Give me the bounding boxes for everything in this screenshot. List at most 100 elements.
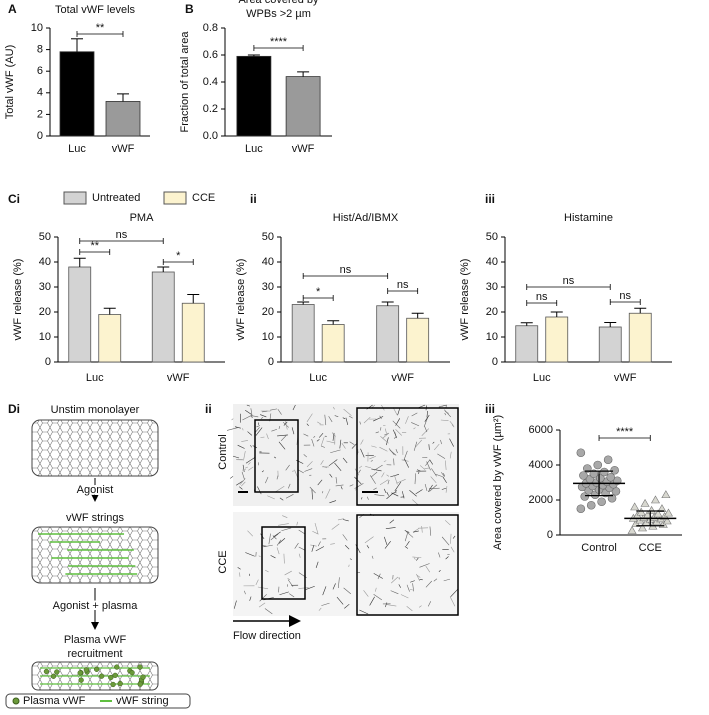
- error-bar: [157, 267, 169, 272]
- plasma-vwf: [78, 670, 83, 675]
- bar: [99, 315, 121, 363]
- fiber: [230, 476, 233, 478]
- point: [628, 527, 636, 534]
- error-bar: [117, 94, 129, 102]
- bar: [106, 101, 140, 136]
- y-axis-label: vWF release (%): [235, 259, 247, 341]
- y-tick-label: 40: [262, 256, 274, 268]
- plasma-vwf: [99, 674, 104, 679]
- y-tick-label: 20: [39, 306, 51, 318]
- point: [648, 507, 656, 514]
- plasma-vwf: [111, 682, 116, 687]
- y-tick-label: 0: [45, 356, 51, 368]
- error-bar: [297, 72, 309, 77]
- point: [631, 503, 639, 510]
- point: [607, 473, 615, 481]
- bar: [599, 327, 621, 362]
- sig-label: ****: [270, 36, 288, 48]
- bar: [629, 313, 651, 362]
- bar: [322, 325, 344, 363]
- sig-label: ns: [397, 279, 409, 291]
- bar: [60, 52, 94, 136]
- y-tick-label: 10: [262, 331, 274, 343]
- y-tick-label: 2: [37, 108, 43, 120]
- point: [662, 491, 670, 498]
- point: [651, 496, 659, 503]
- x-tick-label: Luc: [86, 372, 104, 384]
- y-tick-label: 50: [262, 231, 274, 243]
- y-tick-label: 2000: [529, 494, 553, 506]
- chart-title: WPBs >2 µm: [246, 8, 311, 20]
- y-tick-label: 40: [39, 256, 51, 268]
- error-bar: [382, 302, 394, 306]
- point: [577, 449, 585, 457]
- panel-label: Ci: [8, 192, 20, 206]
- y-tick-label: 30: [39, 281, 51, 293]
- plasma-vwf: [138, 665, 143, 670]
- y-tick-label: 10: [486, 331, 498, 343]
- x-tick-label: Luc: [309, 372, 327, 384]
- bar: [182, 303, 204, 362]
- error-bar: [74, 258, 86, 267]
- y-tick-label: 10: [31, 22, 43, 34]
- plasma-vwf: [141, 675, 146, 680]
- plasma-vwf: [113, 673, 118, 678]
- y-tick-label: 0.2: [203, 103, 218, 115]
- sig-label: ns: [116, 229, 128, 241]
- y-tick-label: 50: [39, 231, 51, 243]
- chart-title: Histamine: [564, 212, 613, 224]
- error-bar: [187, 295, 199, 304]
- y-axis-label: vWF release (%): [459, 259, 471, 341]
- arrow-label: Agonist + plasma: [53, 600, 139, 612]
- panel-label: iii: [485, 192, 495, 206]
- legend-label: Plasma vWF: [23, 695, 86, 707]
- point: [604, 456, 612, 464]
- chart-title: PMA: [130, 212, 155, 224]
- y-tick-label: 0: [547, 529, 553, 541]
- bar: [516, 326, 538, 362]
- sig-label: ns: [536, 291, 548, 303]
- y-tick-label: 0.4: [203, 76, 218, 88]
- x-tick-label: vWF: [292, 143, 315, 155]
- plasma-vwf: [94, 667, 99, 672]
- bar: [292, 305, 314, 363]
- error-bar: [551, 312, 563, 317]
- legend-dot: [13, 698, 19, 704]
- monolayer: [32, 420, 158, 476]
- chart-title: Area covered by: [238, 0, 319, 6]
- legend-label: vWF string: [116, 695, 169, 707]
- panel-label: A: [8, 2, 17, 16]
- plasma-vwf: [84, 667, 89, 672]
- panel-label: ii: [205, 402, 212, 416]
- chart-title: Total vWF levels: [55, 4, 136, 16]
- sig-label: *: [176, 250, 181, 262]
- plasma-vwf: [54, 670, 59, 675]
- y-tick-label: 0.6: [203, 49, 218, 61]
- legend-label: CCE: [192, 192, 215, 204]
- y-tick-label: 0: [268, 356, 274, 368]
- point: [598, 498, 606, 506]
- sig-label: **: [90, 240, 99, 252]
- stage-label: Unstim monolayer: [51, 404, 140, 416]
- panel-label: ii: [250, 192, 257, 206]
- x-tick-label: Luc: [533, 372, 551, 384]
- y-axis-label: vWF release (%): [12, 259, 24, 341]
- plasma-vwf: [114, 665, 119, 670]
- y-tick-label: 30: [262, 281, 274, 293]
- legend-label: Untreated: [92, 192, 140, 204]
- panel-label: Di: [8, 402, 20, 416]
- x-tick-label: CCE: [639, 542, 662, 554]
- bar: [152, 272, 174, 362]
- point: [594, 461, 602, 469]
- x-tick-label: vWF: [614, 372, 637, 384]
- point: [641, 500, 649, 507]
- point: [577, 505, 585, 513]
- y-tick-label: 30: [486, 281, 498, 293]
- y-tick-label: 0: [492, 356, 498, 368]
- sig-label: ns: [340, 264, 352, 276]
- bar: [407, 318, 429, 362]
- panel-label: iii: [485, 402, 495, 416]
- row-label: Control: [217, 434, 229, 469]
- bar: [237, 56, 271, 136]
